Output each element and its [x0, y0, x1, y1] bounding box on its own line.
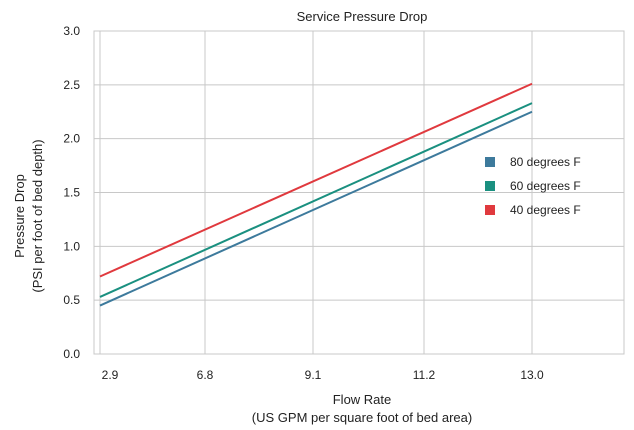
- series-line-2: [99, 82, 533, 278]
- y-axis-title: Pressure Drop: [12, 174, 27, 258]
- x-tick-label: 2.9: [102, 368, 119, 382]
- legend-swatch: [485, 157, 495, 167]
- legend-item-40f: 40 degrees F: [485, 203, 581, 217]
- legend-item-60f: 60 degrees F: [485, 179, 581, 193]
- y-tick-label: 0.0: [63, 347, 80, 361]
- legend: 80 degrees F 60 degrees F 40 degrees F: [485, 155, 581, 217]
- legend-label: 40 degrees F: [510, 203, 581, 217]
- series-line-1: [99, 102, 533, 298]
- y-tick-label: 2.0: [63, 132, 80, 146]
- x-axis-subtitle: (US GPM per square foot of bed area): [252, 410, 472, 425]
- y-tick-label: 1.0: [63, 239, 80, 253]
- series-lines: [99, 82, 533, 307]
- chart-title: Service Pressure Drop: [297, 9, 428, 24]
- tick-labels: 0.0 0.5 1.0 1.5 2.0 2.5 3.0 2.9 6.8 9.1 11.2 13.0: [63, 24, 544, 382]
- series-line-0: [99, 110, 533, 307]
- x-tick-label: 11.2: [413, 368, 436, 382]
- y-tick-label: 1.5: [63, 186, 80, 200]
- y-tick-label: 3.0: [63, 24, 80, 38]
- legend-label: 60 degrees F: [510, 179, 581, 193]
- y-tick-label: 2.5: [63, 78, 80, 92]
- x-axis-title: Flow Rate: [333, 392, 392, 407]
- legend-label: 80 degrees F: [510, 155, 581, 169]
- legend-item-80f: 80 degrees F: [485, 155, 581, 169]
- y-tick-label: 0.5: [63, 293, 80, 307]
- legend-swatch: [485, 181, 495, 191]
- legend-swatch: [485, 205, 495, 215]
- x-tick-label: 6.8: [197, 368, 214, 382]
- x-tick-label: 13.0: [520, 368, 544, 382]
- y-axis-subtitle: (PSI per foot of bed depth): [30, 139, 45, 292]
- x-tick-label: 9.1: [305, 368, 322, 382]
